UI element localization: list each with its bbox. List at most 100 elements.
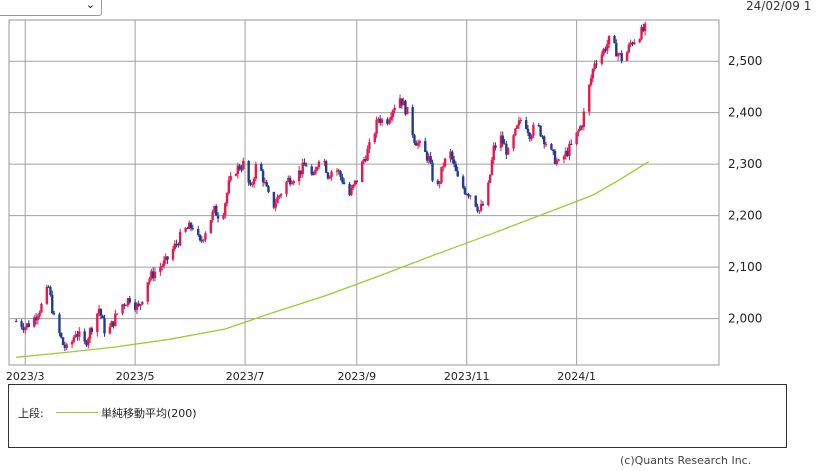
candle-down	[355, 180, 358, 183]
candle-down	[337, 170, 340, 172]
candle-down	[20, 321, 23, 328]
candle-up	[146, 282, 149, 302]
candle-up	[643, 23, 647, 32]
candle-down	[299, 170, 303, 175]
candle-up	[591, 69, 595, 79]
candle-down	[137, 303, 140, 306]
candle-up	[335, 170, 339, 172]
candle-up	[629, 42, 632, 45]
candle-up	[351, 184, 355, 189]
candle-down	[101, 315, 104, 319]
candle-down	[60, 332, 63, 338]
candle-down	[570, 143, 573, 145]
candle-down	[261, 170, 265, 183]
legend-panel: 上段: 単純移動平均(200)	[8, 384, 787, 448]
candle-down	[85, 341, 88, 346]
candle-up	[297, 170, 301, 182]
candle-down	[467, 194, 470, 197]
candle-up	[618, 53, 622, 55]
candle-down	[15, 321, 18, 323]
candle-up	[600, 54, 604, 64]
candle-up	[124, 305, 128, 307]
candle-up	[87, 338, 90, 346]
candle-up	[517, 120, 521, 126]
period-select[interactable]: ⌄	[0, 0, 102, 16]
candle-up	[45, 286, 49, 304]
candle-up	[242, 160, 245, 170]
candle-up	[398, 98, 402, 108]
candle-down	[541, 136, 544, 138]
candle-down	[76, 334, 79, 337]
x-tick-label: 2023/9	[337, 370, 376, 383]
candle-down	[99, 308, 103, 316]
legend-prefix: 上段:	[18, 407, 44, 420]
candle-down	[613, 35, 616, 43]
candle-up	[360, 161, 364, 183]
candle-up	[209, 220, 213, 234]
candle-up	[33, 317, 36, 327]
candle-up	[234, 174, 238, 176]
candle-down	[342, 182, 346, 184]
candle-up	[330, 171, 333, 177]
candle-up	[25, 323, 29, 328]
candle-up	[487, 182, 490, 206]
candle-down	[58, 314, 61, 333]
y-tick-label: 2,400	[728, 106, 762, 120]
candle-up	[607, 35, 611, 45]
candle-up	[97, 308, 101, 314]
candle-up	[114, 313, 117, 326]
x-tick-label: 2023/7	[226, 370, 265, 383]
candle-up	[188, 222, 191, 229]
candle-down	[22, 327, 25, 331]
candle-down	[476, 206, 479, 212]
candle-up	[350, 188, 353, 196]
y-tick-label: 2,500	[728, 54, 762, 68]
candle-down	[425, 152, 429, 161]
candle-down	[34, 317, 38, 321]
candle-down	[197, 228, 200, 235]
candle-up	[616, 53, 620, 57]
candle-up	[393, 107, 396, 111]
candle-up	[589, 78, 593, 85]
candle-up	[252, 178, 256, 185]
candle-up	[162, 260, 166, 267]
candle-down	[436, 180, 440, 184]
candle-down	[539, 125, 542, 137]
candle-down	[604, 48, 607, 51]
candle-down	[324, 161, 328, 173]
candle-down	[303, 162, 306, 166]
candle-up	[353, 180, 357, 185]
candle-up	[488, 174, 492, 183]
candle-up	[562, 156, 566, 160]
legend-ma-label: 単純移動平均(200)	[101, 407, 197, 420]
candle-down	[52, 313, 56, 315]
candle-up	[70, 341, 74, 345]
candle-up	[442, 166, 445, 168]
candle-down	[456, 171, 459, 177]
x-tick-label: 2023/5	[116, 370, 155, 383]
candle-down	[501, 135, 504, 144]
candle-up	[236, 165, 240, 175]
candle-down	[238, 165, 241, 170]
candle-up	[469, 195, 472, 197]
copyright-notice: (c)Quants Research Inc.	[620, 454, 752, 467]
candle-down	[312, 174, 315, 176]
candle-up	[532, 124, 535, 136]
chevron-down-icon: ⌄	[85, 0, 95, 11]
x-tick-label: 2023/3	[6, 370, 45, 383]
candle-down	[454, 163, 458, 172]
candle-down	[566, 150, 569, 156]
candle-up	[204, 233, 207, 240]
candle-up	[276, 196, 279, 204]
price-chart: 2023/3 2023/5 2023/7 2023/9 2023/11 2024/1 2,…	[6, 19, 762, 383]
candle-down	[595, 63, 598, 65]
candle-down	[189, 222, 193, 229]
candle-up	[366, 149, 369, 161]
candle-up	[211, 211, 214, 221]
candle-up	[579, 126, 582, 131]
candle-up	[301, 162, 304, 175]
candle-up	[141, 301, 144, 305]
candle-up	[519, 120, 522, 122]
candle-up	[640, 27, 643, 40]
candle-down	[404, 100, 407, 115]
